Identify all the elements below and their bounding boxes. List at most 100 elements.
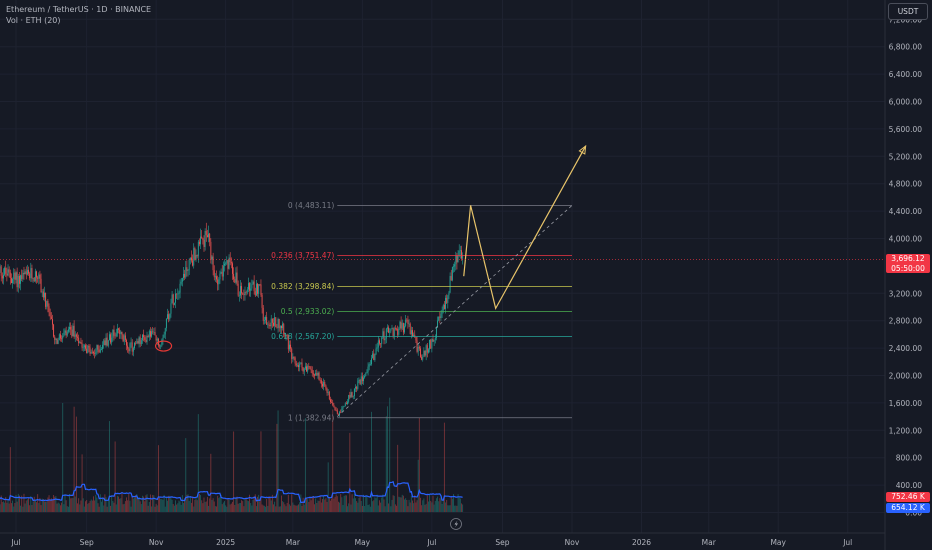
candle-body xyxy=(40,278,42,293)
volume-bar xyxy=(102,497,104,512)
volume-bar xyxy=(15,495,17,512)
candle-body xyxy=(218,279,220,285)
time-tick-label: 2026 xyxy=(632,538,651,547)
price-tick-label: 2,000.00 xyxy=(889,372,923,381)
candle-body xyxy=(244,291,246,295)
volume-bar xyxy=(247,501,249,512)
fib-level-label: 0.5 (2,933.02) xyxy=(281,307,335,316)
volume-bar xyxy=(225,505,227,512)
volume-bar xyxy=(363,494,364,512)
candle-body xyxy=(339,412,341,415)
time-tick-label: Sep xyxy=(80,538,94,547)
candle-body xyxy=(0,266,2,276)
candle-body xyxy=(57,340,59,344)
candle-body xyxy=(115,333,117,337)
volume-bar xyxy=(98,506,100,512)
volume-bar xyxy=(254,494,256,512)
candle-body xyxy=(357,380,359,389)
candle-body xyxy=(75,334,77,337)
volume-bar xyxy=(187,494,189,512)
candle-body xyxy=(4,267,6,275)
candle-body xyxy=(119,329,121,335)
volume-bar xyxy=(402,495,404,512)
candle-body xyxy=(252,281,254,285)
volume-bar xyxy=(83,506,85,512)
volume-bar xyxy=(449,505,451,512)
volume-bar xyxy=(56,503,58,512)
candle-body xyxy=(3,274,4,279)
chart-title: Ethereum / TetherUS · 1D · BINANCE xyxy=(6,5,152,14)
candle-body xyxy=(250,288,252,291)
volume-bar xyxy=(427,501,429,512)
volume-bar xyxy=(70,498,72,512)
candle-body xyxy=(66,331,68,336)
candle-body xyxy=(410,330,412,334)
volume-bar xyxy=(126,497,127,512)
candle-body xyxy=(82,347,84,348)
currency-button[interactable]: USDT xyxy=(888,3,928,20)
volume-bar xyxy=(37,494,39,512)
candle-body xyxy=(420,348,421,357)
volume-bar xyxy=(451,498,453,512)
volume-bar xyxy=(296,505,298,512)
volume-bar xyxy=(173,505,175,512)
candle-body xyxy=(189,257,191,260)
volume-bar xyxy=(54,496,56,512)
candle-body xyxy=(392,328,394,336)
volume-bar xyxy=(385,416,387,512)
candle-body xyxy=(176,293,178,295)
volume-indicator-label[interactable]: Vol · ETH (20) xyxy=(6,16,61,25)
volume-bar xyxy=(112,500,114,512)
bar-countdown: 05:50:00 xyxy=(891,263,925,273)
volume-bar xyxy=(291,494,293,512)
candle-body xyxy=(371,358,372,365)
volume-bar xyxy=(160,499,162,512)
volume-bar xyxy=(33,496,35,512)
price-axis: 0.00 400.00 800.00 1,200.00 1,600.00 2,000.00… xyxy=(889,15,923,517)
candle-body xyxy=(450,276,452,281)
candle-body xyxy=(113,329,115,336)
volume-bar xyxy=(314,504,315,512)
price-tick-label: 4,400.00 xyxy=(889,207,923,216)
volume-bar xyxy=(178,500,180,512)
volume-bar xyxy=(450,496,452,512)
candle-body xyxy=(361,376,363,382)
candle-body xyxy=(405,319,407,327)
candle-body xyxy=(271,318,273,323)
candle-body xyxy=(263,319,265,321)
candle-body xyxy=(16,272,18,288)
volume-bar xyxy=(191,502,192,512)
volume-bar xyxy=(325,498,327,512)
volume-bar xyxy=(152,494,154,512)
candle-body xyxy=(443,304,445,309)
volume-bar xyxy=(333,498,335,512)
lightning-icon[interactable] xyxy=(450,518,462,530)
candle-body xyxy=(447,295,449,303)
volume-bar xyxy=(381,497,383,512)
volume-bar xyxy=(377,505,379,512)
volume-bar xyxy=(118,496,119,512)
candle-body xyxy=(258,284,260,294)
candle-body xyxy=(31,268,33,279)
volume-bar xyxy=(368,504,370,512)
candle-body xyxy=(208,233,209,238)
volume-bar xyxy=(213,501,215,512)
candle-body xyxy=(65,330,67,336)
volume-bar xyxy=(217,495,219,512)
candle-body xyxy=(330,399,331,402)
volume-bar xyxy=(371,411,372,512)
candle-body xyxy=(273,322,274,326)
volume-bar xyxy=(252,499,254,512)
candle-body xyxy=(358,379,360,381)
candle-body xyxy=(220,271,222,274)
candle-body xyxy=(73,325,75,337)
volume-bar xyxy=(374,497,376,512)
volume-bar xyxy=(107,500,109,512)
volume-bar xyxy=(335,494,337,512)
volume-bar xyxy=(64,494,66,512)
candle-body xyxy=(201,236,203,239)
volume-bar xyxy=(3,501,4,512)
volume-bar xyxy=(18,495,20,512)
volume-bar xyxy=(340,494,342,512)
